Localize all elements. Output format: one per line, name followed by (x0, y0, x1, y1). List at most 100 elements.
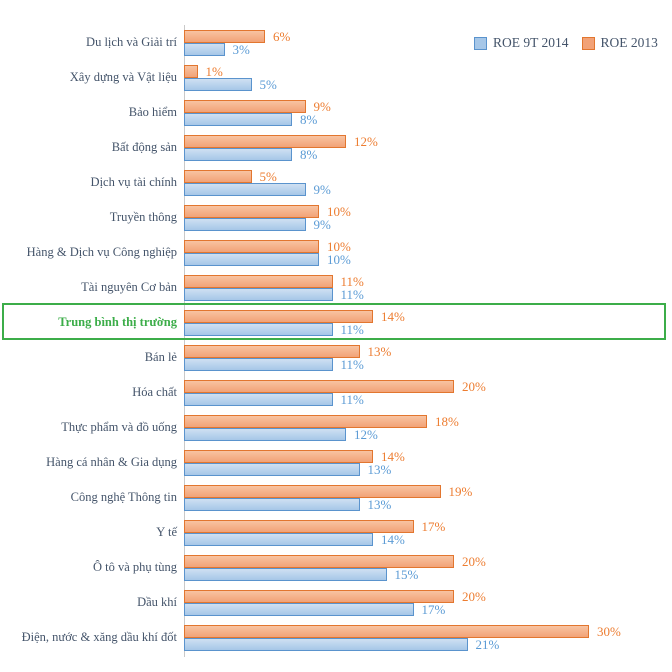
plot-area: 9% 8% (184, 95, 672, 130)
bar-line: 17% (184, 518, 672, 534)
bar-line: 13% (184, 343, 672, 359)
chart-row: Dầu khí 20% 17% (0, 585, 672, 620)
bar-line: 14% (184, 309, 672, 323)
chart-row: Hóa chất 20% 11% (0, 375, 672, 410)
bar-value-label: 9% (313, 98, 331, 114)
bar-line: 5% (184, 168, 672, 184)
bar-line: 19% (184, 483, 672, 499)
bar-roe-2013 (184, 484, 441, 498)
bar-roe-9t-2014 (184, 287, 333, 301)
bar-roe-9t-2014 (184, 637, 468, 651)
plot-area: 14% 13% (184, 445, 672, 480)
bar-roe-9t-2014 (184, 112, 292, 126)
bar-value-label: 19% (448, 483, 473, 499)
bar-value-label: 15% (394, 566, 419, 582)
bar-line: 1% (184, 63, 672, 79)
bar-value-label: 13% (367, 343, 392, 359)
bar-roe-2013 (184, 414, 427, 428)
chart-rows: Du lịch và Giải trí 6% 3% Xây dựng và Vật l… (0, 25, 672, 655)
category-label: Bất động sản (111, 140, 177, 154)
plot-area: 13% 11% (184, 340, 672, 375)
legend-swatch-blue (474, 36, 487, 50)
bar-value-label: 11% (340, 273, 364, 289)
bar-value-label: 12% (354, 133, 378, 149)
plot-area: 1% 5% (184, 60, 672, 95)
bar-roe-9t-2014 (184, 182, 306, 196)
bar-line: 8% (184, 111, 672, 127)
bar-value-label: 20% (462, 553, 486, 569)
bar-line: 11% (184, 357, 672, 371)
chart-row: Ô tô và phụ tùng 20% 15% (0, 550, 672, 585)
bar-line: 17% (184, 602, 672, 616)
bar-roe-9t-2014 (184, 357, 333, 371)
chart-row: Bất động sản 12% 8% (0, 130, 672, 165)
plot-area: 17% 14% (184, 515, 672, 550)
bar-roe-9t-2014 (184, 497, 360, 511)
category-label: Trung bình thị trường (58, 315, 177, 329)
category-label: Du lịch và Giải trí (86, 35, 177, 49)
bar-line: 5% (184, 77, 672, 91)
plot-area: 20% 17% (184, 585, 672, 620)
bar-roe-2013 (184, 169, 252, 183)
bar-line: 20% (184, 589, 672, 603)
chart-row: Hàng cá nhân & Gia dụng 14% 13% (0, 445, 672, 480)
bar-line: 10% (184, 239, 672, 253)
bar-roe-9t-2014 (184, 42, 225, 56)
bar-roe-2013 (184, 99, 306, 113)
bar-value-label: 3% (232, 41, 250, 57)
bar-value-label: 11% (340, 321, 364, 337)
bar-line: 21% (184, 636, 672, 652)
plot-area: 12% 8% (184, 130, 672, 165)
bar-line: 11% (184, 321, 672, 337)
plot-area: 30% 21% (184, 620, 672, 655)
bar-value-label: 21% (475, 636, 500, 652)
legend-swatch-orange (581, 36, 595, 50)
category-label: Truyền thông (109, 210, 177, 224)
bar-value-label: 8% (300, 146, 318, 162)
bar-line: 18% (184, 413, 672, 429)
bar-value-label: 18% (435, 413, 459, 429)
category-label: Công nghệ Thông tin (70, 490, 177, 504)
bar-value-label: 11% (340, 391, 364, 407)
bar-line: 10% (184, 204, 672, 218)
bar-value-label: 14% (381, 448, 405, 464)
bar-line: 12% (184, 427, 672, 441)
bar-line: 11% (184, 273, 672, 289)
bar-line: 8% (184, 146, 672, 162)
bar-value-label: 20% (462, 378, 486, 394)
chart-row: Công nghệ Thông tin 19% 13% (0, 480, 672, 515)
bar-value-label: 9% (313, 181, 331, 197)
bar-value-label: 13% (367, 461, 392, 477)
category-label: Thực phẩm và đồ uống (61, 420, 177, 434)
legend: ROE 9T 2014 ROE 2013 (474, 35, 658, 51)
bar-value-label: 17% (421, 518, 446, 534)
bar-line: 14% (184, 531, 672, 547)
category-label: Ô tô và phụ tùng (92, 560, 177, 574)
bar-value-label: 14% (381, 531, 405, 547)
category-label: Bán lẻ (144, 350, 177, 364)
bar-roe-9t-2014 (184, 602, 414, 616)
category-label: Dịch vụ tài chính (90, 175, 177, 189)
chart-row: Trung bình thị trường 14% 11% (0, 305, 672, 340)
chart-row: Thực phẩm và đồ uống 18% 12% (0, 410, 672, 445)
bar-line: 11% (184, 287, 672, 301)
category-label: Hóa chất (132, 385, 177, 399)
bar-line: 11% (184, 391, 672, 407)
bar-line: 12% (184, 133, 672, 149)
bar-value-label: 8% (300, 111, 318, 127)
bar-roe-9t-2014 (184, 217, 306, 231)
bar-roe-9t-2014 (184, 252, 319, 266)
bar-line: 10% (184, 252, 672, 266)
plot-area: 14% 11% (184, 305, 672, 340)
bar-line: 13% (184, 497, 672, 511)
plot-area: 11% 11% (184, 270, 672, 305)
chart-row: Hàng & Dịch vụ Công nghiệp 10% 10% (0, 235, 672, 270)
bar-roe-2013 (184, 239, 319, 253)
bar-value-label: 1% (205, 63, 223, 79)
bar-value-label: 30% (597, 623, 621, 639)
bar-line: 3% (184, 41, 672, 57)
bar-value-label: 5% (259, 168, 277, 184)
bar-line: 9% (184, 181, 672, 197)
category-label: Hàng & Dịch vụ Công nghiệp (26, 245, 177, 259)
category-label: Điện, nước & xăng dầu khí đốt (21, 630, 177, 644)
